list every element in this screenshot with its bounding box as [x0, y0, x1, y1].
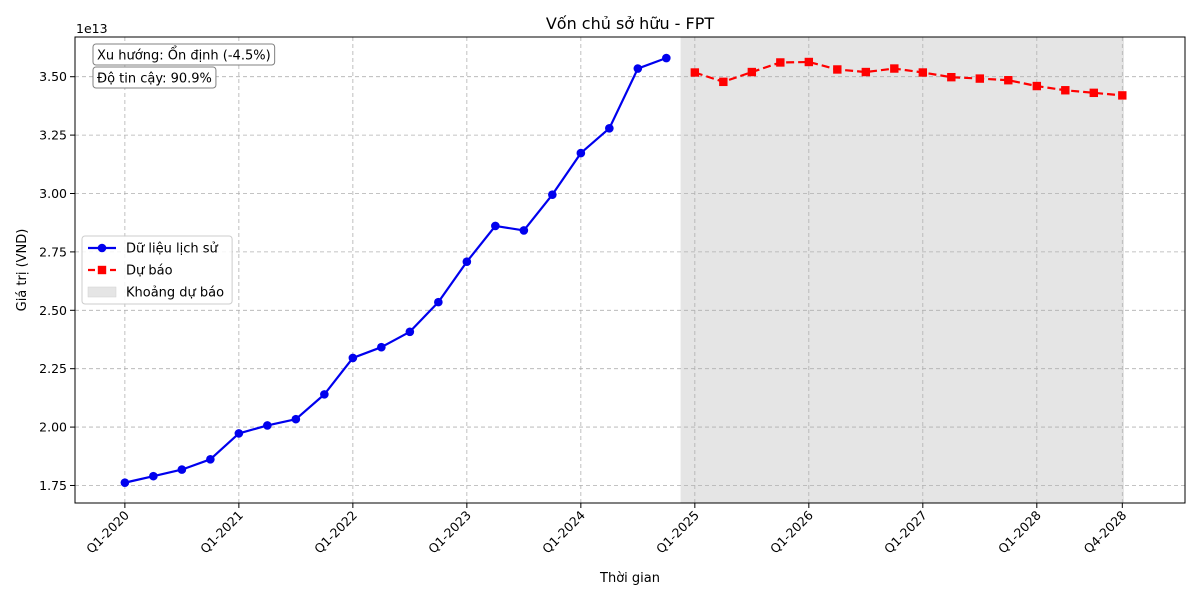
forecast-point [719, 77, 728, 87]
series-forecast [690, 57, 1127, 100]
y-tick-label: 3.25 [39, 128, 67, 143]
forecast-point [918, 68, 928, 77]
annotation-text: Xu hướng: Ổn định (-4.5%) [97, 47, 271, 64]
historical-point [149, 471, 158, 481]
historical-point [519, 226, 529, 235]
historical-point [548, 190, 557, 199]
historical-point [263, 421, 272, 430]
grid-lines [75, 37, 1185, 503]
y-axis-label: Giá trị (VND) [15, 229, 30, 312]
historical-point [576, 148, 586, 158]
historical-point [434, 297, 443, 307]
legend-label: Dữ liệu lịch sử [126, 242, 218, 257]
y-tick-label: 3.50 [39, 69, 67, 84]
y-tick-label: 3.00 [39, 186, 67, 201]
annotation-box [92, 66, 217, 89]
forecast-point [975, 74, 985, 83]
y-tick-label: 2.00 [39, 420, 67, 435]
historical-point [491, 221, 500, 231]
legend-marker [97, 243, 107, 253]
legend-label: Khoảng dự báo [126, 286, 224, 301]
y-offset-label: 1e13 [76, 21, 108, 36]
forecast-point [776, 58, 785, 67]
confidence-annotation: Độ tin cậy: 90.9% [92, 66, 217, 89]
forecast-point [1004, 76, 1013, 85]
forecast-line [694, 60, 1123, 97]
trend-annotation: Xu hướng: Ổn định (-4.5%) [92, 43, 276, 66]
forecast-point [1061, 86, 1070, 95]
legend-swatch [87, 286, 117, 298]
forecast-point [1032, 81, 1042, 91]
historical-point [633, 64, 643, 73]
annotation-text: Độ tin cậy: 90.9% [97, 72, 212, 87]
y-tick-label: 2.75 [39, 244, 67, 259]
historical-point [291, 414, 301, 424]
forecast-point [747, 67, 757, 77]
legend-entry: Dự báo [88, 264, 173, 279]
forecast-point [890, 64, 899, 73]
historical-point [462, 257, 472, 267]
historical-point [177, 465, 187, 474]
forecast-point [804, 57, 814, 67]
legend-entry: Khoảng dự báo [87, 286, 224, 301]
legend: Dữ liệu lịch sử Dự báo Khoảng dự báo [81, 235, 233, 305]
historical-point [234, 429, 244, 438]
forecast-point [861, 67, 871, 77]
legend-label: Dự báo [126, 264, 173, 279]
legend-entry: Dữ liệu lịch sử [88, 242, 218, 257]
historical-point [405, 327, 415, 337]
historical-point [662, 53, 671, 63]
y-tick-label: 1.75 [39, 478, 67, 493]
forecast-point [1118, 91, 1127, 100]
annotations: Xu hướng: Ổn định (-4.5%) Độ tin cậy: 90.… [92, 43, 276, 89]
forecast-point [690, 68, 700, 77]
historical-point [206, 455, 215, 464]
forecast-point [833, 65, 842, 74]
x-axis-label: Thời gian [599, 571, 660, 586]
historical-point [605, 124, 614, 133]
plot-frame [74, 36, 1186, 504]
chart-title: Vốn chủ sở hữu - FPT [546, 14, 715, 33]
y-axis: 1.75 2.00 2.25 2.50 2.75 3.00 3.25 3.50 [39, 69, 75, 493]
historical-point [120, 478, 130, 487]
legend-marker [97, 265, 107, 275]
historical-point [348, 353, 358, 363]
historical-point [320, 390, 329, 399]
series-layer [120, 53, 1127, 487]
forecast-region-band [680, 37, 1125, 503]
forecast-point [947, 72, 956, 82]
legend-box [81, 235, 233, 305]
forecast-region [680, 37, 1125, 503]
y-tick-label: 2.50 [39, 303, 67, 318]
historical-line [124, 56, 667, 484]
y-tick-label: 2.25 [39, 361, 67, 376]
series-historical [120, 53, 671, 487]
annotation-box [92, 43, 276, 66]
historical-point [377, 342, 386, 352]
forecast-point [1089, 88, 1099, 98]
